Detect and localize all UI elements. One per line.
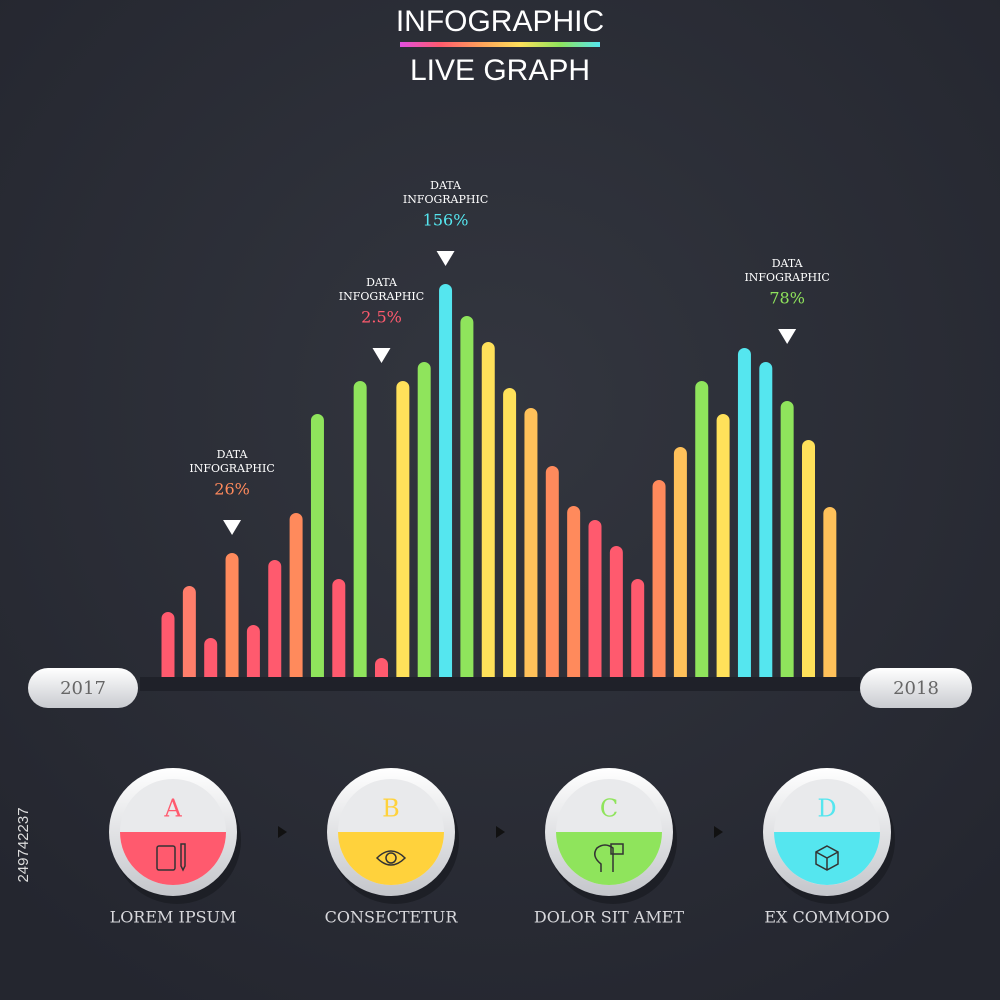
bar (652, 480, 666, 677)
step-arrow (714, 826, 723, 838)
year-pill (860, 668, 972, 708)
bar (182, 586, 196, 677)
bar (246, 625, 260, 677)
callout-arrow (223, 520, 242, 535)
bar (161, 612, 175, 677)
step-icon (815, 845, 839, 871)
step-fill (120, 832, 226, 885)
step-letter: C (600, 795, 618, 823)
icon-part (815, 845, 839, 871)
step-label: CONSECTETUR (325, 908, 459, 927)
step-arrow (278, 826, 287, 838)
bar (780, 401, 794, 677)
stock-id: 249742237 (15, 807, 32, 882)
step-label: LOREM IPSUM (110, 908, 237, 927)
callout-value: 2.5% (361, 308, 402, 327)
year-start: 2017 (60, 678, 106, 699)
floor-shadow (140, 677, 860, 691)
callout-label: DATA (217, 448, 249, 461)
bar (310, 414, 324, 677)
icon-part (180, 843, 186, 872)
bar (481, 342, 495, 677)
callout-value: 78% (769, 289, 805, 308)
callout-label: INFOGRAPHIC (744, 271, 829, 284)
bar (823, 507, 837, 677)
callout-label: INFOGRAPHIC (339, 290, 424, 303)
year-pill (28, 668, 138, 708)
callout-arrow (436, 251, 455, 266)
step-letter: A (163, 795, 182, 823)
callout-arrow (372, 348, 391, 363)
title: INFOGRAPHIC (396, 5, 604, 38)
icon-part (375, 850, 407, 866)
bar (567, 506, 581, 677)
step-label: EX COMMODO (764, 908, 889, 927)
callout-label: DATA (366, 276, 398, 289)
callout-value: 26% (214, 480, 250, 499)
callout-label: INFOGRAPHIC (403, 193, 488, 206)
bar (802, 440, 815, 677)
step-icon (594, 843, 624, 872)
bar (268, 560, 282, 677)
callout-label: DATA (772, 257, 804, 270)
year-end: 2018 (893, 678, 939, 699)
bar (695, 381, 709, 677)
bar (609, 546, 623, 677)
bar (375, 658, 388, 677)
bar (439, 284, 453, 677)
icon-part (385, 852, 397, 864)
icon-part (594, 844, 614, 872)
bar (503, 388, 517, 677)
bar (417, 362, 431, 677)
bar (545, 466, 559, 677)
callout-label: INFOGRAPHIC (189, 462, 274, 475)
step-icon (375, 850, 407, 866)
bar (524, 408, 538, 677)
bar (716, 414, 730, 677)
step-letter: D (817, 795, 836, 823)
bar (396, 381, 410, 677)
bar (204, 638, 218, 677)
callout-value: 156% (423, 211, 469, 230)
bar (289, 513, 303, 677)
step-label: DOLOR SIT AMET (534, 908, 684, 927)
step-letter: B (382, 795, 400, 823)
bar (332, 579, 346, 677)
bar (460, 316, 474, 677)
bar (225, 553, 239, 677)
bar (353, 381, 367, 677)
callout-arrow (778, 329, 797, 344)
bar (631, 579, 645, 677)
step-fill (338, 832, 444, 885)
step-arrow (496, 826, 505, 838)
icon-part (156, 845, 176, 871)
bar (673, 447, 687, 677)
bar (759, 362, 773, 677)
icon-part (610, 843, 624, 855)
step-fill (556, 832, 662, 885)
bar (588, 520, 602, 677)
subtitle: LIVE GRAPH (410, 54, 590, 87)
callout-label: DATA (430, 179, 462, 192)
title-rule (400, 42, 600, 47)
step-icon (156, 843, 186, 872)
bar (737, 348, 751, 677)
